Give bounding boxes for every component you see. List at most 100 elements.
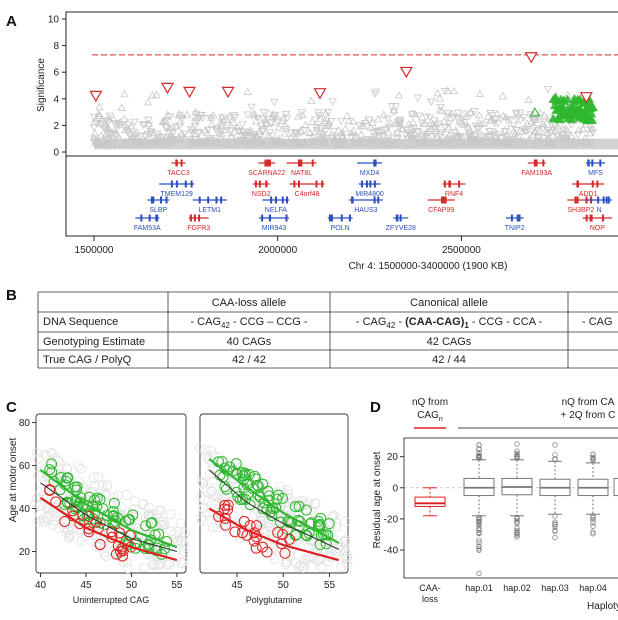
panel-a-gene-exon bbox=[576, 196, 579, 204]
panel-c-grey-point bbox=[251, 538, 262, 549]
panel-a-grey-point bbox=[409, 124, 419, 133]
panel-a-grey-point bbox=[543, 126, 552, 135]
panel-c-x-tick-label: 45 bbox=[231, 580, 243, 591]
panel-a-grey-point bbox=[460, 117, 470, 125]
panel-c-grey-point bbox=[44, 477, 55, 488]
panel-c-green-point bbox=[323, 518, 335, 530]
panel-c-grey-point bbox=[143, 502, 154, 513]
panel-a-gene-exon bbox=[207, 196, 210, 204]
panel-a-grey-point bbox=[425, 114, 435, 122]
panel-a-y-tick-label: 10 bbox=[48, 15, 60, 26]
panel-a-gene-exon bbox=[348, 214, 351, 222]
panel-a-y-ticks: 0 2 4 6 8 10 bbox=[48, 15, 66, 159]
panel-a-grey-point bbox=[443, 113, 453, 121]
panel-c-grey-point bbox=[208, 475, 219, 486]
panel-d-outlier bbox=[476, 454, 482, 460]
panel-a-grey-point bbox=[434, 120, 444, 128]
panel-d-box-2 bbox=[501, 441, 533, 540]
panel-c-green-point bbox=[244, 499, 256, 511]
panel-c-grey-point bbox=[31, 498, 41, 509]
panel-c-red-point bbox=[83, 523, 95, 535]
panel-c-red-point bbox=[277, 529, 289, 541]
panel-a-green-point bbox=[529, 107, 541, 117]
panel-d-y-tick-label: 20 bbox=[387, 452, 399, 463]
panel-a-grey-point bbox=[95, 102, 104, 111]
panel-a-grey-point bbox=[361, 116, 371, 125]
panel-b-cell: - CAG42 - (CAA-CAG)1 - CCG - CCA - bbox=[356, 316, 543, 330]
panel-d-outlier bbox=[476, 518, 482, 524]
panel-a-grey-point bbox=[553, 121, 562, 130]
panel-c-grey-point bbox=[206, 486, 217, 496]
panel-a-grey-point bbox=[281, 126, 291, 134]
panel-d-outlier bbox=[476, 529, 482, 536]
panel-a: A Significance 0 2 4 6 8 10 TACC3 SCARNA22 NAT8… bbox=[6, 11, 618, 272]
panel-a-grey-point bbox=[527, 117, 536, 125]
panel-a-gene-exon bbox=[220, 196, 223, 204]
panel-a-grey-point bbox=[349, 133, 359, 141]
panel-c: C Age at motor onset 40 45 50 55 20 40 60 80 Uni… bbox=[6, 399, 353, 605]
panel-c-green-point bbox=[146, 517, 158, 529]
panel-b-column-header: CAA-loss allele bbox=[212, 297, 287, 309]
panel-d-outlier bbox=[552, 513, 558, 519]
panel-b-cell: 42 CAGs bbox=[427, 336, 472, 348]
panel-a-grey-point bbox=[418, 132, 428, 141]
panel-a-gene-label: SCARNA22 bbox=[248, 170, 285, 177]
panel-c-green-point bbox=[71, 481, 83, 493]
panel-a-grey-point bbox=[494, 131, 504, 139]
panel-a-grey-point bbox=[218, 114, 227, 123]
panel-c-grey-point bbox=[165, 509, 176, 520]
panel-c-green-point bbox=[108, 497, 120, 509]
panel-a-grey-point bbox=[243, 131, 252, 140]
panel-a-gene-label: MIR4800 bbox=[355, 191, 384, 198]
panel-a-gene-exon bbox=[365, 180, 368, 188]
panel-a-grey-point bbox=[328, 134, 337, 142]
panel-a-gene-exon bbox=[190, 180, 193, 188]
panel-c-grey-point bbox=[340, 535, 351, 545]
panel-a-gene-label: ADD1 bbox=[579, 191, 598, 198]
panel-a-gene-exon bbox=[399, 214, 402, 222]
panel-c-grey-point bbox=[340, 516, 351, 527]
panel-a-grey-point bbox=[186, 125, 195, 134]
panel-a-grey-point bbox=[392, 128, 402, 136]
panel-a-grey-point bbox=[404, 119, 414, 128]
panel-a-grey-point bbox=[453, 109, 463, 117]
panel-a-gene-exon bbox=[268, 159, 271, 167]
panel-a-gene-exon bbox=[351, 196, 354, 204]
panel-b-cell: - CAG42 - CCG – CCG - bbox=[190, 316, 307, 330]
panel-a-gene-label: C4orf48 bbox=[295, 191, 320, 198]
panel-c-grey-point bbox=[54, 523, 65, 533]
panel-c-green-point bbox=[315, 512, 327, 524]
panel-d-outlier bbox=[514, 455, 520, 461]
panel-a-gene-exon bbox=[597, 196, 600, 204]
panel-c-grey-point bbox=[330, 535, 341, 546]
panel-a-grey-point bbox=[427, 98, 436, 106]
panel-c-grey-point bbox=[300, 500, 311, 510]
panel-c-grey-point bbox=[109, 492, 119, 503]
panel-c-grey-point bbox=[152, 560, 163, 570]
panel-a-grey-point bbox=[427, 98, 436, 106]
panel-a-gene-label: TACC3 bbox=[167, 170, 190, 177]
panel-a-gene-label: MIR943 bbox=[262, 225, 287, 232]
panel-a-grey-point bbox=[411, 109, 420, 118]
panel-a-grey-point bbox=[94, 116, 103, 124]
panel-a-grey-point bbox=[313, 123, 322, 132]
panel-c-grey-point bbox=[271, 529, 282, 540]
panel-d-xlabel: Haploty bbox=[587, 601, 618, 612]
panel-c-green-point bbox=[320, 538, 332, 550]
panel-a-gene-exon bbox=[285, 214, 288, 222]
panel-a-grey-point bbox=[475, 89, 484, 97]
panel-a-grey-point bbox=[191, 113, 200, 121]
panel-a-ylabel: Significance bbox=[36, 58, 47, 112]
panel-a-gene-exon bbox=[264, 159, 267, 167]
panel-a-x-ticks: 1500000 2000000 2500000 bbox=[75, 236, 481, 256]
panel-a-grey-point bbox=[524, 126, 533, 134]
panel-c-grey-point bbox=[130, 496, 141, 506]
panel-c-green-point bbox=[46, 458, 58, 470]
panel-a-grey-point bbox=[124, 129, 133, 138]
panel-a-green-point bbox=[551, 105, 562, 114]
panel-a-grey-point bbox=[512, 127, 521, 135]
panel-c-red-point bbox=[220, 519, 232, 531]
panel-a-grey-point bbox=[507, 133, 517, 141]
panel-a-gene-exon bbox=[328, 214, 331, 222]
panel-a-y-tick-label: 6 bbox=[53, 68, 59, 79]
